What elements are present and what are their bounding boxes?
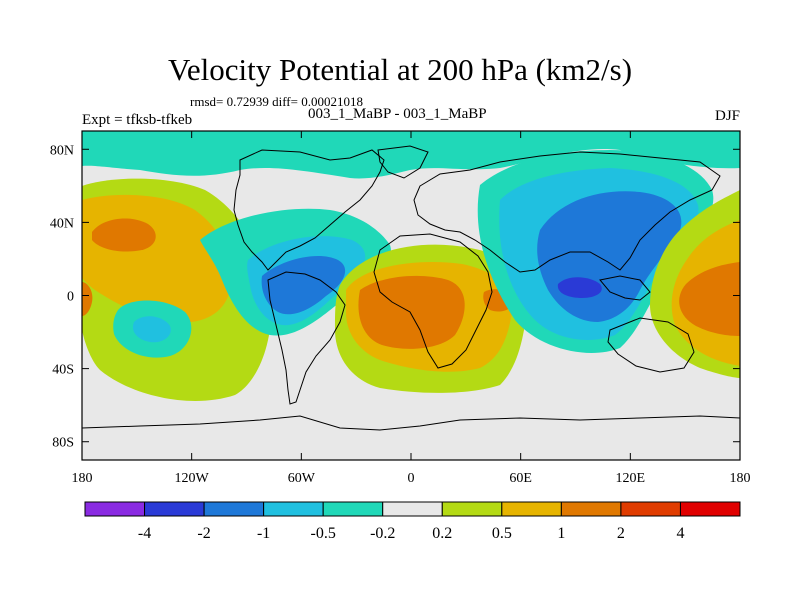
contour-west-pacific-orange: [92, 218, 156, 252]
colorbar-swatch: [84, 501, 146, 517]
coastline-south-america: [267, 271, 346, 405]
x-tick-label: 60E: [509, 471, 532, 486]
y-tick-label: 40S: [52, 363, 74, 378]
contour-central-america-blue: [261, 255, 346, 315]
contour-arctic-band: [82, 131, 740, 179]
coastlines: [82, 145, 740, 431]
colorbar-swatch: [441, 501, 503, 517]
season-label: DJF: [714, 108, 740, 124]
contour-east-pacific-orange: [679, 262, 740, 336]
colorbar-swatch: [620, 501, 681, 517]
colorbar-swatch: [560, 501, 622, 517]
colorbar-label: -0.5: [311, 525, 336, 542]
y-tick-label: 40N: [50, 216, 74, 231]
contour-west-pacific-orange-edge: [82, 282, 93, 316]
axis-ticks: 180 120W 60W 0 60E 120E 180 80N 40N 0 40S 80S: [50, 131, 751, 486]
stats-label: rmsd= 0.72939 diff= 0.00021018: [190, 94, 363, 109]
colorbar-label: 0.2: [432, 525, 452, 542]
colorbar-label: -2: [197, 525, 210, 542]
colorbar-label: 4: [676, 525, 684, 542]
coastline-north-america: [233, 149, 385, 271]
x-tick-label: 180: [72, 471, 93, 486]
experiment-label: Expt = tfksb-tfkeb: [82, 112, 193, 128]
contour-field: [82, 131, 740, 460]
x-tick-label: 60W: [288, 471, 316, 486]
coastline-eurasia: [413, 151, 721, 273]
y-tick-label: 80N: [50, 143, 74, 158]
x-tick-label: 0: [408, 471, 415, 486]
x-tick-label: 120W: [175, 471, 210, 486]
experiment-names-label: 003_1_MaBP - 003_1_MaBP: [308, 106, 487, 122]
y-tick-label: 0: [67, 290, 74, 305]
coastline-southeast-asia: [599, 275, 651, 301]
coastline-antarctica: [82, 415, 740, 431]
x-tick-label: 180: [730, 471, 751, 486]
chart-title: Velocity Potential at 200 hPa (km2/s): [167, 52, 633, 87]
colorbar-swatch: [203, 501, 265, 517]
x-tick-label: 120E: [616, 471, 646, 486]
colorbar-label: -4: [138, 525, 151, 542]
colorbar-swatch: [263, 501, 324, 517]
colorbar-label: -0.2: [370, 525, 395, 542]
colorbar-label: 1: [557, 525, 565, 542]
y-tick-label: 80S: [52, 436, 74, 451]
colorbar-swatch: [144, 501, 205, 517]
colorbar: -4 -2 -1 -0.5 -0.2 0.2 0.5 1 2 4: [84, 501, 741, 542]
colorbar-swatch: [382, 501, 443, 517]
colorbar-swatch: [322, 501, 384, 517]
colorbar-swatch: [501, 501, 562, 517]
contour-africa-orange: [358, 275, 465, 349]
coastline-africa: [373, 233, 493, 369]
contour-south-pacific-cyan-inner: [132, 316, 171, 343]
coastline-greenland: [377, 145, 429, 179]
colorbar-label: 2: [617, 525, 625, 542]
colorbar-label: -1: [257, 525, 270, 542]
colorbar-swatch: [679, 501, 741, 517]
coastline-australia: [607, 317, 695, 373]
contour-asia-darkblue: [557, 277, 602, 298]
colorbar-label: 0.5: [492, 525, 512, 542]
